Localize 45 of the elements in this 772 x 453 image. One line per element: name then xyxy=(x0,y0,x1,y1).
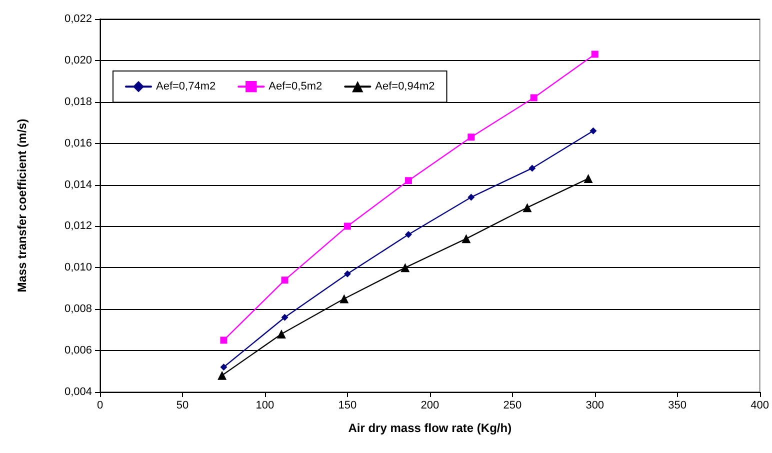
y-tick-label: 0,010 xyxy=(64,262,92,274)
point xyxy=(340,294,349,304)
x-tick-label: 0 xyxy=(96,400,104,412)
x-tick-label: 200 xyxy=(420,400,440,412)
point xyxy=(591,50,598,58)
y-tick-label: 0,008 xyxy=(64,303,92,316)
point xyxy=(522,203,532,212)
y-tick-label: 0,012 xyxy=(64,220,92,232)
point xyxy=(462,234,471,244)
point xyxy=(400,263,410,272)
point xyxy=(404,177,412,184)
y-tick-label: 0,022 xyxy=(64,13,92,25)
point xyxy=(276,329,286,338)
point xyxy=(344,222,351,230)
point xyxy=(528,164,536,172)
y-tick-label: 0,016 xyxy=(64,137,92,150)
point xyxy=(220,336,228,344)
x-tick-label: 300 xyxy=(586,400,604,412)
point xyxy=(590,127,597,134)
point xyxy=(468,134,475,141)
y-tick-label: 0,018 xyxy=(64,96,92,108)
point xyxy=(530,94,538,102)
legend-label: Aef=0,5m2 xyxy=(268,80,322,93)
point xyxy=(220,364,228,371)
point xyxy=(468,194,475,201)
x-tick-label: 250 xyxy=(503,400,522,412)
x-tick-label: 350 xyxy=(668,400,687,412)
legend-label: Aef=0,94m2 xyxy=(375,80,435,93)
legend-label: Aef=0,74m2 xyxy=(156,80,216,93)
y-tick-label: 0,004 xyxy=(64,386,92,398)
x-tick-label: 150 xyxy=(338,400,357,412)
point xyxy=(404,231,412,238)
x-tick-label: 400 xyxy=(750,400,770,412)
x-axis-title: Air dry mass flow rate (Kg/h) xyxy=(348,421,512,435)
y-tick-label: 0,020 xyxy=(64,54,92,66)
point xyxy=(281,314,288,321)
x-tick-label: 100 xyxy=(256,400,274,412)
y-tick-label: 0,014 xyxy=(64,178,92,191)
point xyxy=(344,270,351,278)
point xyxy=(218,370,227,380)
y-axis-title: Mass transfer coefficient (m/s) xyxy=(15,118,29,292)
point xyxy=(584,174,593,184)
y-tick-label: 0,006 xyxy=(64,344,92,357)
point xyxy=(281,276,288,284)
x-tick-label: 50 xyxy=(176,400,189,412)
